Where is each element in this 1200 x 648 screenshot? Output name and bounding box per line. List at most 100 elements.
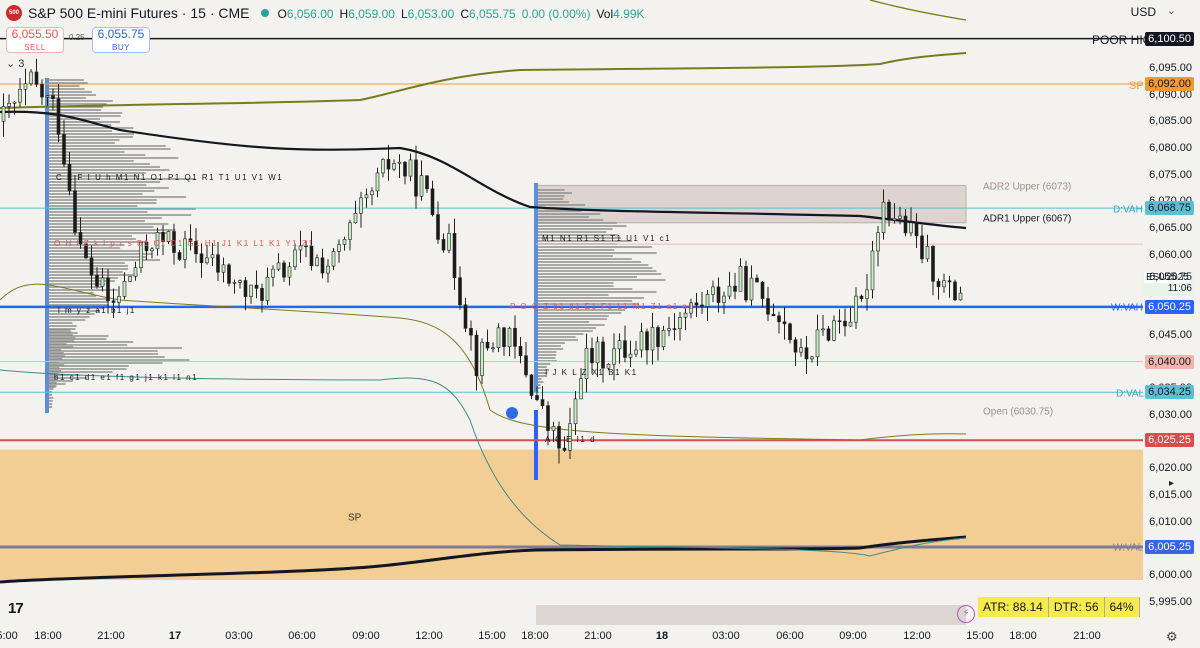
candle-body <box>777 315 781 323</box>
level-label: W:VAH <box>1111 302 1143 314</box>
candle-body <box>166 231 171 242</box>
ohlc-key: O <box>277 6 287 21</box>
candle-body <box>403 161 407 177</box>
candle-body <box>205 257 209 264</box>
time-axis[interactable]: 15:00 18:00 21:00 17 03:00 06:00 09:00 12:00 15:… <box>0 630 1140 648</box>
candle-body <box>238 280 242 283</box>
candle-body <box>425 175 429 190</box>
candle-body <box>843 320 847 327</box>
price-level-tag: 6,025.25 <box>1145 433 1194 448</box>
candle-body <box>821 328 825 331</box>
candle-body <box>381 159 385 174</box>
symbol-title[interactable]: S&P 500 E-mini Futures · 15 · CME <box>28 5 250 21</box>
candle-body <box>62 134 66 165</box>
candle-body <box>914 222 919 237</box>
candle-body <box>183 238 187 260</box>
tradingview-logo-icon[interactable]: 17 <box>8 600 24 617</box>
candle-body <box>1 106 6 122</box>
candle-body <box>656 327 660 348</box>
last-price-value: 6,055.75 <box>1149 271 1192 283</box>
candle-body <box>232 282 237 284</box>
price-level-tag: 6,092.00 <box>1145 76 1194 91</box>
candle-body <box>348 222 352 240</box>
market-open-status-icon <box>261 9 270 17</box>
price-level-tag: 6,100.50 <box>1145 31 1194 46</box>
candle-body <box>722 295 726 303</box>
price-tick: 6,090.00 <box>1149 88 1192 101</box>
candle-body <box>788 323 792 341</box>
candle-body <box>260 288 264 301</box>
candle-body <box>876 232 880 252</box>
candle-body <box>815 329 820 358</box>
ohlc-readout: O6,056.00 H6,059.00 L6,053.00 C6,055.75 0.00… <box>277 6 650 21</box>
candle-body <box>342 239 347 245</box>
candle-body <box>293 249 297 267</box>
candle-body <box>161 232 165 242</box>
gear-icon[interactable]: ⚙ <box>1166 629 1178 644</box>
chart-header: 500 S&P 500 E-mini Futures · 15 · CME O6… <box>0 0 651 26</box>
price-tick: 6,065.00 <box>1149 222 1192 235</box>
level-label: W:VAL <box>1113 542 1144 554</box>
ohlc-value: 4.99K <box>613 6 645 21</box>
level-label: ADR2 Upper (6073) <box>983 181 1072 193</box>
candle-body <box>210 254 215 259</box>
time-tick: 21:00 <box>1073 630 1101 642</box>
candle-body <box>469 328 473 336</box>
price-tick: 6,045.00 <box>1149 328 1192 341</box>
candle-body <box>601 341 605 369</box>
candle-body <box>73 190 77 233</box>
candle-body <box>458 277 462 306</box>
candle-body <box>854 295 858 323</box>
candle-body <box>331 251 336 267</box>
candle-body <box>958 292 963 301</box>
price-tick: 6,080.00 <box>1149 142 1192 155</box>
tpo-letters-row: P O Q Z b1 d1 E1 F1 L1 M1 Z1 a1 e1 <box>510 302 695 311</box>
buy-button[interactable]: 6,055.75 BUY <box>92 27 150 53</box>
candle-body <box>177 252 182 260</box>
candle-body <box>221 264 226 273</box>
range-stats-table: ATR: 88.14 DTR: 56 64% <box>978 597 1140 617</box>
candle-body <box>557 426 561 449</box>
tpo-letters-row: I J K L Z X1 B1 K1 <box>545 368 638 377</box>
single-print-zone <box>0 449 1143 580</box>
candle-body <box>40 84 44 98</box>
candle-body <box>700 304 704 307</box>
tpo-letters-row: C E F I U h M1 N1 O1 P1 Q1 R1 T1 U1 V1 W… <box>56 173 284 182</box>
candle-body <box>892 218 897 221</box>
candle-body <box>623 340 627 358</box>
candle-body <box>733 285 737 292</box>
buy-label: BUY <box>112 43 130 52</box>
time-tick: 18:00 <box>1009 630 1037 642</box>
last-price-symbol: ESU2025 <box>1144 272 1191 283</box>
candle-body <box>766 298 770 315</box>
price-axis[interactable]: ESU2025 6,055.75 11:06 6,095.00 6,090.00 6… <box>1142 0 1200 648</box>
currency-selector[interactable]: USD <box>1130 5 1156 19</box>
candle-body <box>89 257 94 276</box>
price-level-tag: 6,068.75 <box>1145 201 1194 216</box>
candle-body <box>760 281 765 299</box>
time-tick: 03:00 <box>712 630 740 642</box>
candle-body <box>810 356 814 360</box>
indicators-collapse-toggle[interactable]: ⌄ 3 <box>6 58 25 70</box>
sell-button[interactable]: 6,055.50 SELL <box>6 27 64 53</box>
candle-body <box>12 101 17 104</box>
price-tick: 6,020.00 <box>1149 462 1192 475</box>
candle-body <box>56 98 61 135</box>
candle-body <box>579 378 583 400</box>
pct-stat: 64% <box>1104 597 1140 617</box>
candle-body <box>397 161 402 164</box>
candle-body <box>29 71 33 85</box>
candle-body <box>419 175 424 197</box>
candle-body <box>832 320 836 341</box>
lightning-icon[interactable]: ⚡ <box>957 605 975 623</box>
level-label: D:VAH <box>1113 204 1143 216</box>
candle-body <box>298 245 303 251</box>
candle-body <box>518 346 523 357</box>
currency-chevron-icon[interactable]: ⌄ <box>1166 5 1176 17</box>
candle-body <box>84 243 88 259</box>
scroll-right-icon[interactable]: ▸ <box>1169 478 1175 489</box>
candle-body <box>370 190 374 196</box>
candle-body <box>122 281 127 297</box>
candle-body <box>23 83 28 90</box>
